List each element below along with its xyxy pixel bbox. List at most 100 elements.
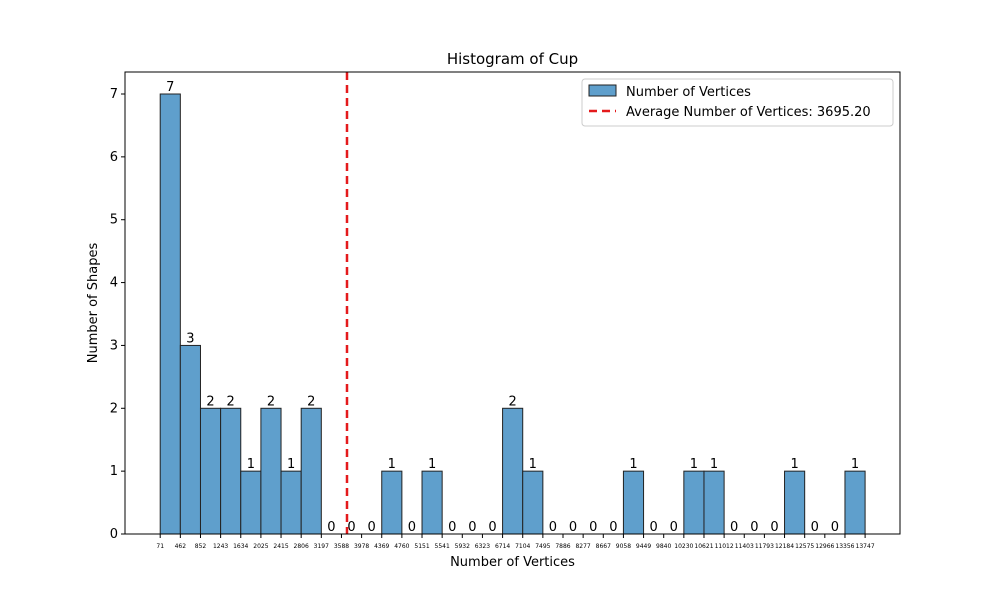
- histogram-bar: [159, 93, 181, 535]
- x-tick-label: 9840: [656, 543, 671, 550]
- bar-count-label: 0: [549, 520, 557, 535]
- bar-count-label: 1: [529, 457, 537, 472]
- x-tick-label: 10230: [674, 543, 693, 550]
- bar-count-label: 0: [468, 520, 476, 535]
- legend: Number of Vertices Average Number of Ver…: [581, 78, 894, 127]
- y-tick-label: 0: [110, 527, 118, 542]
- chart-title: Histogram of Cup: [447, 50, 578, 68]
- x-tick-label: 5932: [455, 543, 470, 550]
- x-tick-label: 13356: [835, 543, 854, 550]
- bar-count-label: 1: [388, 457, 396, 472]
- bar-count-label: 0: [831, 520, 839, 535]
- y-tick-label: 3: [110, 338, 118, 353]
- y-tick-label: 2: [110, 401, 118, 416]
- x-tick-label: 852: [195, 543, 207, 550]
- histogram-bar: [240, 470, 262, 535]
- histogram-bar: [280, 470, 302, 535]
- y-tick-label: 6: [110, 150, 118, 165]
- bar-count-label: 0: [670, 520, 678, 535]
- y-tick-label: 1: [110, 464, 118, 479]
- bar-count-label: 0: [347, 520, 355, 535]
- x-tick-label: 1243: [213, 543, 228, 550]
- bar-count-label: 1: [428, 457, 436, 472]
- bar-count-label: 3: [186, 331, 194, 346]
- x-tick-label: 6323: [475, 543, 490, 550]
- y-ticks: 0 1 2 3 4 5 6 7: [110, 87, 125, 542]
- histogram-bar: [784, 470, 806, 535]
- bar-count-label: 1: [247, 457, 255, 472]
- y-axis-label: Number of Shapes: [86, 243, 101, 364]
- bar-count-label: 0: [488, 520, 496, 535]
- x-tick-label: 4760: [394, 543, 409, 550]
- histogram-bar: [502, 407, 524, 535]
- x-tick-label: 12184: [775, 543, 794, 550]
- bar-count-label: 0: [569, 520, 577, 535]
- bar-count-label: 0: [649, 520, 657, 535]
- histogram-bar: [844, 470, 866, 535]
- bar-count-label: 2: [267, 394, 275, 409]
- x-tick-label: 2806: [294, 543, 309, 550]
- x-tick-label: 8667: [596, 543, 611, 550]
- bar-count-label: 2: [206, 394, 214, 409]
- legend-bar-label: Number of Vertices: [626, 85, 751, 100]
- x-tick-label: 11793: [755, 543, 774, 550]
- x-tick-label: 11012: [715, 543, 734, 550]
- y-tick-label: 4: [110, 276, 118, 291]
- x-tick-label: 3978: [354, 543, 369, 550]
- histogram-bar: [683, 470, 705, 535]
- x-axis-label: Number of Vertices: [450, 555, 575, 570]
- histogram-bar: [179, 344, 201, 535]
- histogram-bar: [381, 470, 403, 535]
- x-ticks: 71 462 852 1243 1634 2025 2415 2806 3197 3588 3978…: [156, 534, 875, 550]
- x-tick-label: 7495: [535, 543, 550, 550]
- x-tick-label: 3197: [314, 543, 329, 550]
- histogram-bar: [220, 407, 242, 535]
- histogram-bar: [300, 407, 322, 535]
- y-tick-label: 7: [110, 87, 118, 102]
- bar-count-label: 2: [227, 394, 235, 409]
- plot-frame: [124, 71, 901, 535]
- histogram-bar: [421, 470, 443, 535]
- x-tick-label: 71: [156, 543, 164, 550]
- bar-count-label: 0: [448, 520, 456, 535]
- histogram-bar: [703, 470, 725, 535]
- bar-count-label: 1: [710, 457, 718, 472]
- histogram-bar: [260, 407, 282, 535]
- bar-count-label: 2: [307, 394, 315, 409]
- bar-count-label: 1: [690, 457, 698, 472]
- x-tick-label: 7104: [515, 543, 530, 550]
- x-tick-label: 4369: [374, 543, 389, 550]
- bar-count-label: 1: [851, 457, 859, 472]
- histogram-bar: [622, 470, 645, 535]
- bar-count-label: 1: [790, 457, 798, 472]
- histogram-bar: [522, 470, 544, 535]
- y-tick-label: 5: [110, 213, 118, 228]
- legend-average-label: Average Number of Vertices: 3695.20: [626, 105, 871, 120]
- bar-count-label: 0: [730, 520, 738, 535]
- x-tick-label: 1634: [233, 543, 248, 550]
- x-tick-label: 8277: [575, 543, 590, 550]
- bar-count-label: 1: [287, 457, 295, 472]
- x-tick-label: 11403: [735, 543, 754, 550]
- x-tick-label: 5541: [435, 543, 450, 550]
- bars-layer: [159, 93, 866, 535]
- bar-count-label: 1: [629, 457, 637, 472]
- x-tick-label: 10621: [694, 543, 713, 550]
- x-tick-label: 7886: [555, 543, 570, 550]
- x-tick-label: 13747: [856, 543, 875, 550]
- bar-count-label: 0: [750, 520, 758, 535]
- histogram-bar: [199, 407, 222, 535]
- x-tick-label: 2415: [273, 543, 288, 550]
- bar-count-label: 0: [368, 520, 376, 535]
- x-tick-label: 3588: [334, 543, 349, 550]
- bar-count-label: 0: [770, 520, 778, 535]
- x-tick-label: 5151: [414, 543, 429, 550]
- x-tick-label: 2025: [253, 543, 268, 550]
- bar-count-label: 0: [609, 520, 617, 535]
- bar-count-label: 0: [589, 520, 597, 535]
- x-tick-label: 6714: [495, 543, 510, 550]
- x-tick-label: 462: [175, 543, 187, 550]
- legend-box: [581, 78, 894, 127]
